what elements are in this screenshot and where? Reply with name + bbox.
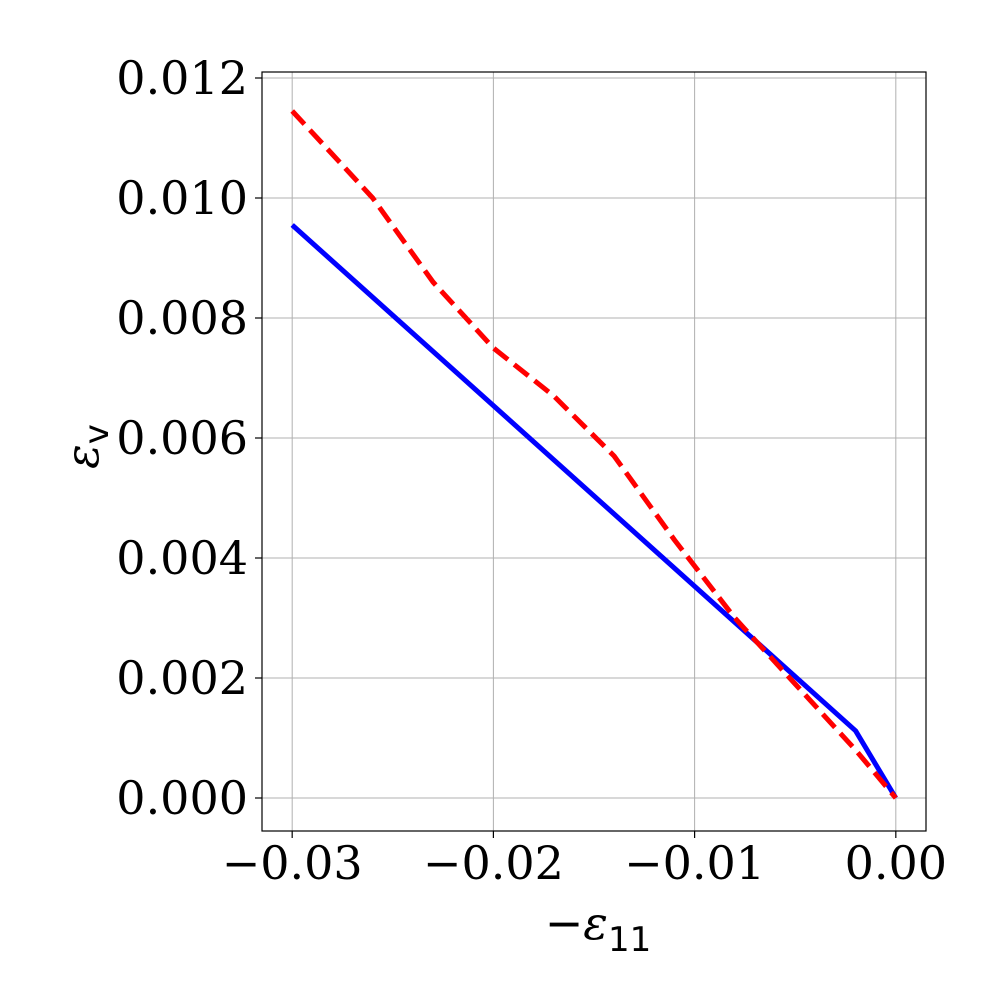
x-axis-label: −ε11 <box>545 896 652 960</box>
y-axis-label-subscript: v <box>77 424 117 444</box>
y-tick-label: 0.002 <box>116 651 248 705</box>
series-line-dashed <box>290 109 898 800</box>
y-tick-label: 0.010 <box>116 171 248 225</box>
y-tick-label: 0.012 <box>116 51 248 105</box>
y-axis-label-symbol: ε <box>55 444 109 469</box>
x-axis-label-minus: − <box>545 896 584 950</box>
x-axis-label-subscript: 11 <box>608 920 651 960</box>
grid <box>262 72 926 831</box>
series-group <box>290 109 898 800</box>
plot-frame <box>261 71 927 832</box>
x-tick-label: −0.03 <box>222 836 363 890</box>
y-axis-label: εv <box>55 424 117 469</box>
series-line-solid <box>290 223 898 800</box>
y-tick-label: 0.006 <box>116 411 248 465</box>
x-tick-label: 0.00 <box>845 836 947 890</box>
y-tick-label: 0.000 <box>116 771 248 825</box>
y-tick-label: 0.008 <box>116 291 248 345</box>
x-tick-label: −0.01 <box>624 836 765 890</box>
tick-labels: −0.03 −0.02 −0.01 0.00 0.000 0.002 0.004 0.006 0… <box>116 51 947 890</box>
ticks <box>255 77 897 838</box>
x-axis-label-symbol: ε <box>583 896 608 950</box>
x-tick-label: −0.02 <box>423 836 564 890</box>
y-tick-label: 0.004 <box>116 531 248 585</box>
